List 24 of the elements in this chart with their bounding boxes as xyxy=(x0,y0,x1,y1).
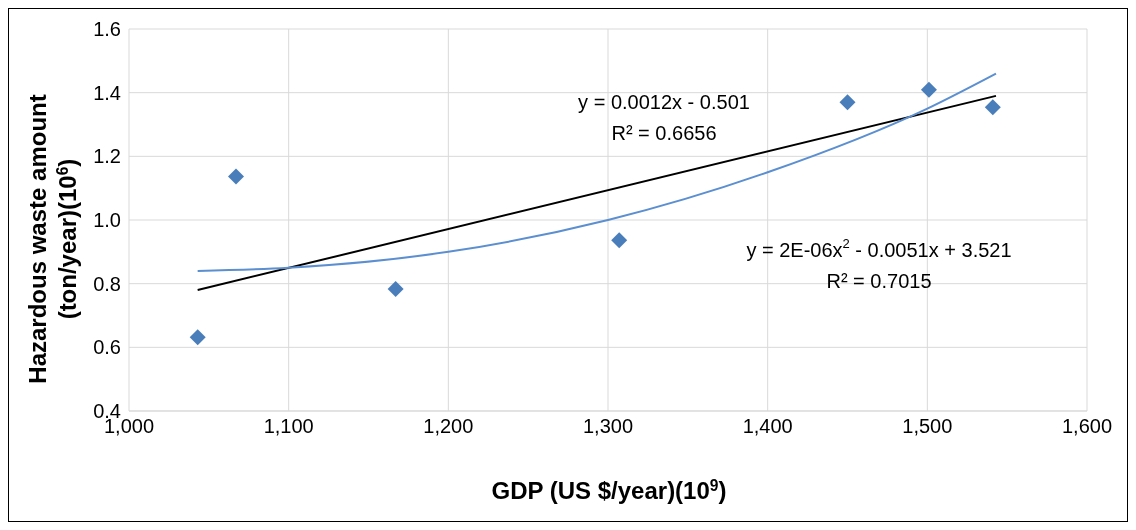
annotation: y = 0.0012x - 0.501 xyxy=(578,91,750,114)
y-tick-label: 1.6 xyxy=(93,18,121,41)
annotation: R² = 0.7015 xyxy=(826,270,932,293)
point xyxy=(984,99,1001,116)
point xyxy=(189,329,206,346)
y-tick-label: 1.0 xyxy=(93,209,121,232)
point xyxy=(611,232,628,249)
point xyxy=(920,81,937,98)
x-tick-label: 1,200 xyxy=(423,415,474,438)
point xyxy=(387,281,404,298)
x-tick-label: 1,100 xyxy=(263,415,314,438)
annotation: y = 2E-06x$^{2}$ - 0.0051x + 3.521 xyxy=(746,235,1012,262)
point xyxy=(839,94,856,111)
point xyxy=(227,168,244,185)
x-tick-label: 1,500 xyxy=(902,415,953,438)
x-axis-title: GDP (US $/year)(10$^{9}$) xyxy=(491,476,727,504)
y-tick-label: 0.8 xyxy=(93,272,121,295)
annotation: R² = 0.6656 xyxy=(611,122,717,145)
x-tick-label: 1,300 xyxy=(582,415,634,438)
y-tick-label: 0.6 xyxy=(93,336,121,359)
y-tick-label: 1.2 xyxy=(93,145,121,168)
x-tick-label: 1,600 xyxy=(1061,415,1113,438)
y-tick-label: 1.4 xyxy=(93,81,121,104)
x-tick-label: 1,400 xyxy=(742,415,793,438)
